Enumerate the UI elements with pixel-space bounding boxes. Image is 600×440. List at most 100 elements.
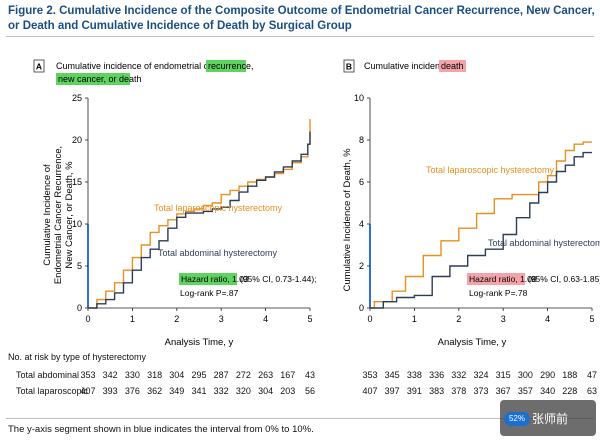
- panel-a-y-tick-label: 20: [72, 135, 82, 145]
- panel-a-x-tick-label: 2: [174, 314, 179, 324]
- risk-cell-laparoscopic: 349: [169, 386, 185, 396]
- panel-b-label-abdominal: Total abdominal hysterectomy: [488, 238, 600, 248]
- risk-cell-abdominal: 353: [80, 370, 96, 380]
- risk-cell-abdominal: 330: [124, 370, 140, 380]
- risk-cell-abdominal: 287: [213, 370, 229, 380]
- panel-b-hazard-ratio: Hazard ratio, 1.08: [469, 274, 537, 284]
- panel-b-letter-box: [343, 59, 355, 73]
- risk-cell-abdominal-b: 47: [586, 370, 597, 380]
- panel-b-x-tick-label: 4: [545, 314, 550, 324]
- panel-b-xlabel: Analysis Time, y: [438, 337, 507, 348]
- panel-a-x-tick-label: 0: [85, 314, 90, 324]
- panel-b-x-tick-label: 1: [412, 314, 417, 324]
- panel-a-axes: 0 1 2 3 4 5 0 5 10 15 20 25: [72, 93, 313, 324]
- panel-b-header-highlight-bg: [439, 60, 466, 72]
- panel-b-x-tick-label: 3: [501, 314, 506, 324]
- footnote: The y-axis segment shown in blue indicat…: [8, 424, 314, 435]
- risk-cell-laparoscopic-b: 367: [495, 386, 511, 396]
- risk-cell-abdominal-b: 300: [517, 370, 533, 380]
- panel-b-y-tick-label: 0: [359, 303, 364, 313]
- panel-a-x-tick-label: 1: [130, 314, 135, 324]
- risk-cell-laparoscopic-b: 407: [362, 386, 378, 396]
- risk-cell-laparoscopic-b: 340: [540, 386, 556, 396]
- panel-a-ylabel-line1: Cumulative Incidence of: [42, 164, 53, 266]
- panel-b-x-tick-label: 5: [589, 314, 594, 324]
- risk-cell-laparoscopic-b: 63: [586, 386, 597, 396]
- panel-b-series-abdominal: [370, 151, 592, 309]
- watermark-author: 张师前: [532, 412, 569, 426]
- panel-b-y-tick-label: 4: [359, 219, 364, 229]
- panel-a-header-highlight-1-bg: [206, 60, 246, 72]
- panel-a-hazard-ratio: Hazard ratio, 1.03: [181, 274, 249, 284]
- risk-cell-abdominal-b: 188: [562, 370, 578, 380]
- risk-cell-abdominal-b: 345: [384, 370, 400, 380]
- panel-a-header-highlight-2-bg: [56, 73, 130, 85]
- risk-cell-laparoscopic: 407: [80, 386, 96, 396]
- risk-row-label-abdominal: Total abdominal: [16, 370, 80, 380]
- panel-b-label-laparoscopic: Total laparoscopic hysterectomy: [426, 165, 555, 175]
- panel-b-y-tick-label: 10: [354, 93, 364, 103]
- risk-cell-abdominal-b: 332: [451, 370, 467, 380]
- risk-cell-abdominal-b: 315: [495, 370, 511, 380]
- panel-a-y-tick-label: 5: [77, 261, 82, 271]
- figure-title: Figure 2. Cumulative Incidence of the Co…: [8, 5, 595, 32]
- risk-cell-abdominal: 304: [169, 370, 185, 380]
- risk-cell-abdominal: 342: [102, 370, 118, 380]
- panel-a-x-tick-label: 4: [263, 314, 268, 324]
- risk-cell-abdominal-b: 353: [362, 370, 378, 380]
- risk-cell-abdominal: 263: [258, 370, 274, 380]
- title-divider: [6, 36, 594, 37]
- panel-a-header-highlight-2: new cancer, or death: [58, 74, 142, 84]
- panel-b-ylabel: Cumulative Incidence of Death, %: [342, 148, 353, 292]
- risk-cell-laparoscopic: 320: [235, 386, 251, 396]
- panel-b-hazard-highlight-bg: [467, 273, 525, 285]
- risk-cell-laparoscopic-b: 228: [562, 386, 578, 396]
- footnote-divider: [6, 418, 594, 419]
- panel-b-series-laparoscopic: [370, 141, 592, 309]
- risk-cell-laparoscopic-b: 383: [429, 386, 445, 396]
- risk-cell-laparoscopic-b: 373: [473, 386, 489, 396]
- panel-a-header-highlight-1: recurrence,: [208, 61, 254, 71]
- panel-b-header-highlight: death: [441, 61, 464, 71]
- panel-a-x-tick-label: 5: [307, 314, 312, 324]
- panel-a-logrank: Log-rank P=.87: [180, 288, 239, 298]
- risk-cell-abdominal: 167: [280, 370, 296, 380]
- risk-cell-laparoscopic: 362: [147, 386, 163, 396]
- panel-a-chart: A Cumulative incidence of endometrial ca…: [33, 59, 317, 348]
- watermark-percent: 52%: [504, 412, 530, 426]
- risk-cell-abdominal-b: 324: [473, 370, 489, 380]
- panel-a-letter: A: [36, 62, 42, 72]
- panel-a-ylabel-line2: Endometrial Cancer Recurrence,: [53, 146, 64, 284]
- risk-cell-laparoscopic-b: 391: [406, 386, 422, 396]
- panel-a-hazard-ci: (95% CI, 0.73-1.44);: [240, 274, 317, 284]
- risk-cell-abdominal: 272: [235, 370, 251, 380]
- panel-b-axes: 0 1 2 3 4 5 0 2 4 6 8 10: [354, 93, 595, 324]
- panel-b-x-tick-label: 0: [367, 314, 372, 324]
- panel-a-series: [88, 119, 311, 309]
- risk-cell-laparoscopic: 332: [213, 386, 229, 396]
- risk-cell-laparoscopic: 376: [124, 386, 140, 396]
- risk-cell-abdominal-b: 336: [429, 370, 445, 380]
- panel-b-series: [370, 141, 592, 309]
- panel-a-xlabel: Analysis Time, y: [165, 337, 234, 348]
- risk-cell-laparoscopic: 304: [258, 386, 274, 396]
- risk-table-heading: No. at risk by type of hysterectomy: [8, 352, 147, 362]
- panel-a-letter-box: [33, 59, 45, 73]
- watermark-badge: 52% 张师前: [500, 400, 596, 436]
- risk-row-label-laparoscopic: Total laparoscopic: [16, 386, 89, 396]
- panel-b-chart: B Cumulative incidence of death 0 1 2 3 4 5 0 2…: [342, 59, 600, 348]
- risk-cell-abdominal: 43: [304, 370, 315, 380]
- panel-b-header: Cumulative incidence of: [364, 61, 460, 71]
- risk-cell-abdominal-b: 290: [540, 370, 556, 380]
- risk-cell-abdominal: 295: [191, 370, 207, 380]
- risk-cell-laparoscopic: 203: [280, 386, 296, 396]
- panel-a-x-tick-label: 3: [219, 314, 224, 324]
- risk-cell-laparoscopic-b: 397: [384, 386, 400, 396]
- panel-a-ylabel-line3: New Cancer, or Death, %: [64, 161, 75, 269]
- panel-a-y-tick-label: 10: [72, 219, 82, 229]
- risk-cell-laparoscopic: 341: [191, 386, 207, 396]
- panel-a-y-tick-label: 15: [72, 177, 82, 187]
- risk-cell-laparoscopic-b: 357: [517, 386, 533, 396]
- panel-b-hazard-ci: (95% CI, 0.63-1.85);: [528, 274, 600, 284]
- panel-b-letter: B: [346, 62, 352, 72]
